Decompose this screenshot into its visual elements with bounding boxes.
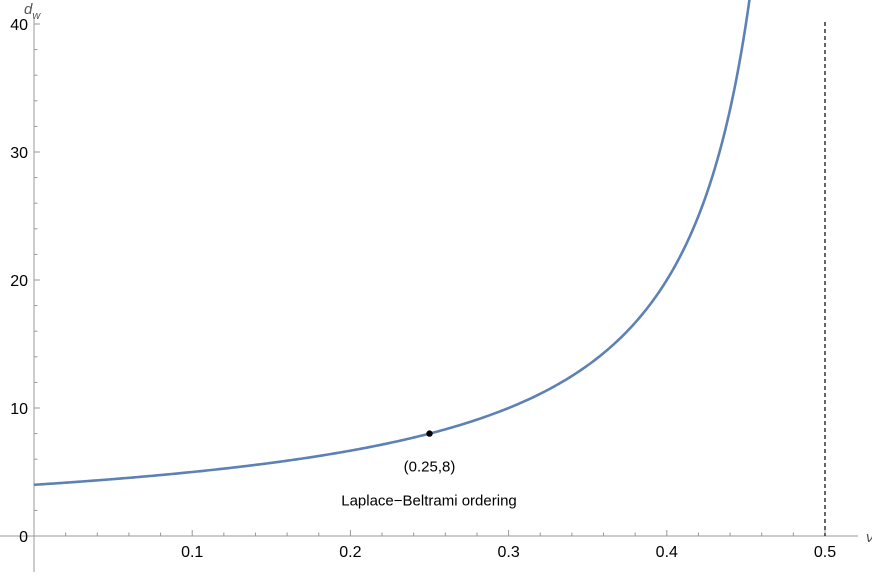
axes: [0, 18, 858, 572]
x-tick-label: 0.2: [339, 544, 361, 561]
y-tick-label: 20: [10, 273, 28, 290]
y-tick-label: 0: [19, 529, 28, 546]
x-tick-label: 0.5: [814, 544, 836, 561]
y-axis-label-sub: w: [32, 10, 41, 22]
x-tick-label: 0.1: [181, 544, 203, 561]
y-tick-label: 10: [10, 401, 28, 418]
y-tick-label: 30: [10, 145, 28, 162]
series-line-dw: [33, 0, 751, 487]
x-tick-label: 0.4: [656, 544, 678, 561]
x-axis-label: ν: [866, 529, 872, 546]
y-axis-label: dw: [24, 1, 41, 22]
annotation-label: Laplace−Beltrami ordering: [341, 493, 517, 510]
ticks: 0.1 0.2 0.3 0.4 0.5 0 10 20 30 40: [10, 17, 836, 561]
point-label: (0.25,8): [404, 459, 456, 476]
y-tick-label: 40: [10, 17, 28, 34]
y-axis-label-main: d: [24, 1, 33, 18]
x-tick-label: 0.3: [497, 544, 519, 561]
data-point-marker: [426, 430, 433, 437]
